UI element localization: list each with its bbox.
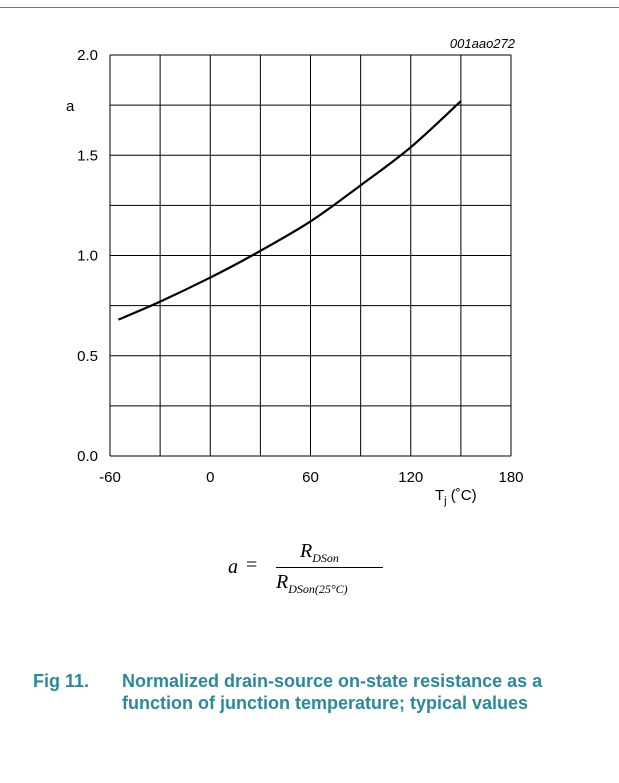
formula-denominator: RDSon(25°C)	[276, 571, 348, 596]
y-tick-label: 0.0	[77, 448, 98, 465]
x-tick-label: 60	[302, 469, 319, 486]
formula-lhs: a	[228, 556, 238, 578]
figure-caption-text: Normalized drain-source on-state resista…	[122, 671, 543, 713]
chart: -60 0 60 120 180 0.0 0.5 1.0 1.5 2.0 a Tj (˚C)	[66, 47, 524, 507]
y-tick-label: 0.5	[77, 348, 98, 365]
top-rule	[0, 7, 619, 8]
y-axis-label: a	[66, 98, 75, 115]
y-tick-label: 2.0	[77, 47, 98, 64]
formula-fraction-bar	[276, 567, 383, 568]
chart-series	[117, 100, 462, 321]
x-tick-label: -60	[99, 469, 121, 486]
x-tick-label: 120	[398, 469, 423, 486]
chart-grid	[109, 54, 512, 457]
y-tick-label: 1.0	[77, 248, 98, 265]
series-line	[117, 100, 462, 321]
x-axis-label: Tj (˚C)	[435, 487, 477, 507]
y-tick-label: 1.5	[77, 147, 98, 164]
document-id: 001aao272	[449, 36, 515, 51]
formula: a = RDSon RDSon(25°C)	[228, 538, 398, 598]
x-tick-label: 180	[498, 469, 523, 486]
formula-equals: =	[246, 554, 258, 576]
formula-numerator: RDSon	[300, 540, 339, 565]
x-tick-label: 0	[206, 469, 214, 486]
figure-number: Fig 11.	[33, 671, 90, 691]
chart-tick-labels: -60 0 60 120 180 0.0 0.5 1.0 1.5 2.0	[77, 47, 523, 486]
